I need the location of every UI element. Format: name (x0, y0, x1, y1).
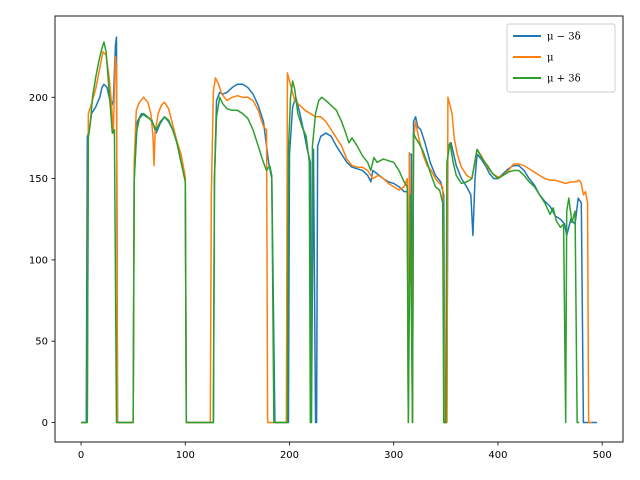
legend-box (506, 23, 616, 93)
series-line-3 (81, 41, 580, 424)
x-tick-label: 100 (176, 450, 195, 461)
legend-label-2: μ (547, 53, 554, 64)
series-lines (81, 36, 597, 424)
x-axis: 0 100 200 300 400 500 (78, 442, 612, 461)
legend-label-1: μ − 3δ (547, 32, 581, 43)
plot-frame (54, 15, 624, 443)
x-tick-label: 500 (593, 450, 612, 461)
x-tick-label: 0 (78, 450, 84, 461)
x-tick-label: 200 (280, 450, 299, 461)
series-line-1 (81, 36, 597, 424)
x-tick-label: 300 (384, 450, 403, 461)
y-tick-label: 0 (42, 418, 48, 429)
y-tick-label: 150 (29, 174, 48, 185)
legend: μ − 3δ μ μ + 3δ (506, 23, 616, 93)
y-tick-label: 50 (35, 337, 48, 348)
y-tick-label: 100 (29, 255, 48, 266)
legend-label-3: μ + 3δ (547, 74, 581, 85)
y-axis: 0 50 100 150 200 (29, 93, 55, 429)
x-tick-label: 400 (488, 450, 507, 461)
series-line-2 (81, 51, 592, 424)
y-tick-label: 200 (29, 93, 48, 104)
